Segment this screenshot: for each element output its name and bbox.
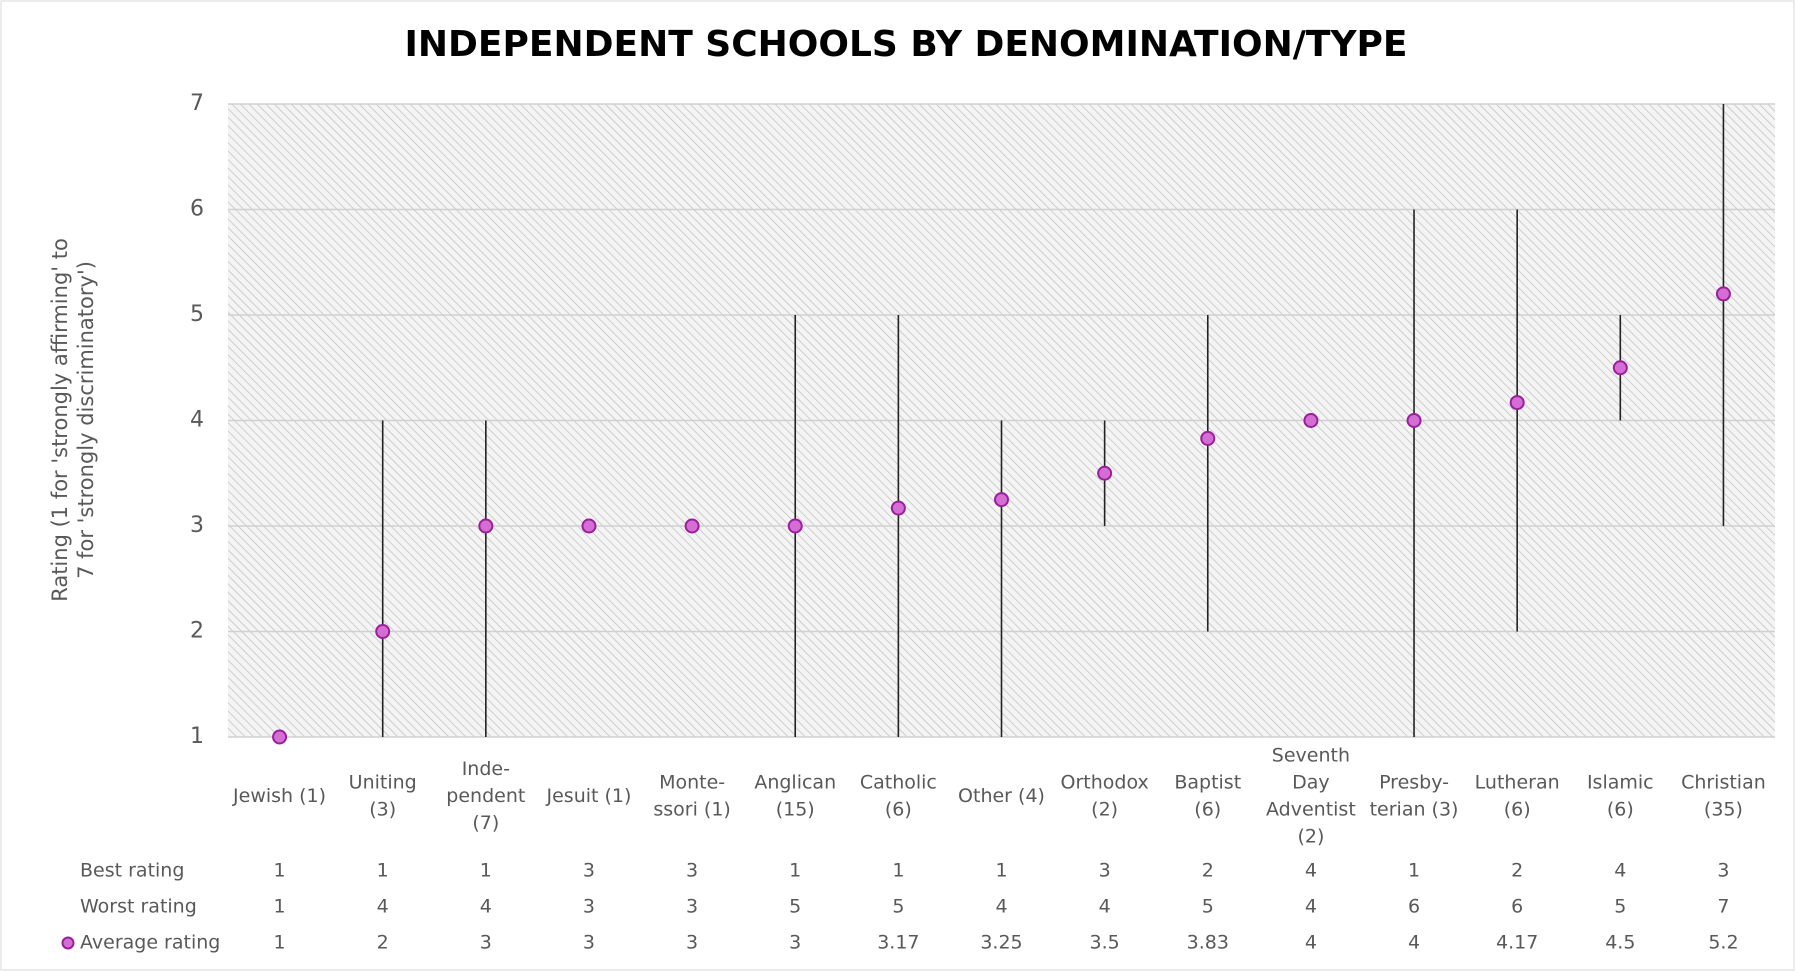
table-value: 1	[377, 860, 389, 882]
x-tick-label: Orthodox (2)	[1061, 771, 1149, 820]
average-marker	[1715, 286, 1731, 302]
x-tick-label: Jesuit (1)	[546, 785, 632, 807]
table-value: 1	[789, 860, 801, 882]
x-tick-label: Islamic (6)	[1587, 771, 1654, 820]
table-value: 4	[377, 896, 389, 918]
table-value: 5	[1614, 896, 1626, 918]
table-value: 3	[480, 932, 492, 954]
y-tick-label: 2	[190, 619, 204, 644]
table-value: 3	[789, 932, 801, 954]
x-tick-label: Inde-pendent (7)	[446, 758, 525, 834]
y-tick-label: 5	[190, 302, 204, 327]
x-tick-label: Presby-terian (3)	[1370, 771, 1459, 820]
x-tick-label: Jewish (1)	[232, 785, 326, 807]
table-value: 2	[1511, 860, 1523, 882]
table-value: 7	[1717, 896, 1729, 918]
y-tick-label: 1	[190, 724, 204, 749]
average-marker	[272, 729, 288, 745]
table-value: 5	[892, 896, 904, 918]
table-value: 3	[686, 932, 698, 954]
table-value: 4	[1305, 896, 1317, 918]
average-marker	[375, 624, 391, 639]
average-marker	[1200, 430, 1216, 446]
table-value: 1	[274, 896, 286, 918]
chart-title: INDEPENDENT SCHOOLS BY DENOMINATION/TYPE	[404, 24, 1407, 65]
x-tick-label: Other (4)	[958, 785, 1045, 807]
table-value: 3.83	[1187, 932, 1229, 954]
legend-label: Best rating	[80, 860, 184, 882]
table-value: 5.2	[1708, 932, 1738, 954]
table-value: 2	[377, 932, 389, 954]
y-axis-label: Rating (1 for 'strongly affirming' to7 f…	[48, 238, 98, 602]
average-marker	[1303, 413, 1319, 428]
table-value: 3	[1717, 860, 1729, 882]
x-tick-label: Uniting (3)	[349, 771, 417, 820]
table-value: 4.5	[1605, 932, 1635, 954]
average-marker	[1612, 360, 1628, 376]
table-value: 4	[1099, 896, 1111, 918]
x-tick-label: Catholic (6)	[860, 771, 937, 820]
average-marker	[994, 492, 1009, 508]
y-tick-label: 6	[190, 197, 204, 222]
x-tick-label: Anglican (15)	[754, 771, 836, 820]
x-tick-label: Monte-ssori (1)	[653, 771, 730, 820]
table-value: 3.25	[980, 932, 1022, 954]
table-value: 4	[1305, 932, 1317, 954]
average-marker	[1509, 395, 1525, 411]
table-value: 1	[274, 860, 286, 882]
average-marker	[787, 518, 803, 534]
table-value: 6	[1408, 896, 1420, 918]
y-tick-label: 7	[190, 91, 204, 116]
table-value: 4	[1305, 860, 1317, 882]
average-marker	[684, 518, 700, 534]
x-tick-label: Baptist (6)	[1174, 771, 1241, 820]
table-value: 4	[480, 896, 492, 918]
y-tick-label: 4	[190, 408, 204, 433]
table-value: 2	[1202, 860, 1214, 882]
table-value: 3	[583, 860, 595, 882]
average-marker	[1097, 465, 1113, 481]
average-marker	[478, 518, 494, 534]
x-tick-label: Christian (35)	[1681, 771, 1766, 820]
table-value: 6	[1511, 896, 1523, 918]
table-value: 1	[995, 860, 1007, 882]
table-value: 4	[1614, 860, 1626, 882]
average-marker	[1406, 413, 1422, 428]
table-value: 4	[995, 896, 1007, 918]
table-value: 3	[686, 860, 698, 882]
table-value: 3	[583, 896, 595, 918]
table-value: 1	[274, 932, 286, 954]
table-value: 3.17	[877, 932, 919, 954]
table-value: 3.5	[1090, 932, 1120, 954]
y-tick-label: 3	[190, 513, 204, 538]
table-value: 3	[1099, 860, 1111, 882]
x-tick-label: Lutheran (6)	[1475, 771, 1560, 820]
table-value: 1	[480, 860, 492, 882]
legend-label: Worst rating	[80, 896, 197, 918]
table-value: 3	[686, 896, 698, 918]
table-value: 1	[892, 860, 904, 882]
legend-marker	[61, 936, 75, 950]
average-marker	[581, 518, 597, 534]
table-value: 3	[583, 932, 595, 954]
average-marker	[890, 500, 906, 516]
table-value: 5	[789, 896, 801, 918]
table-value: 1	[1408, 860, 1420, 882]
x-tick-label: Seventh Day Adventist (2)	[1266, 744, 1356, 847]
table-value: 5	[1202, 896, 1214, 918]
table-value: 4	[1408, 932, 1420, 954]
legend-label: Average rating	[80, 932, 220, 954]
table-value: 4.17	[1496, 932, 1538, 954]
